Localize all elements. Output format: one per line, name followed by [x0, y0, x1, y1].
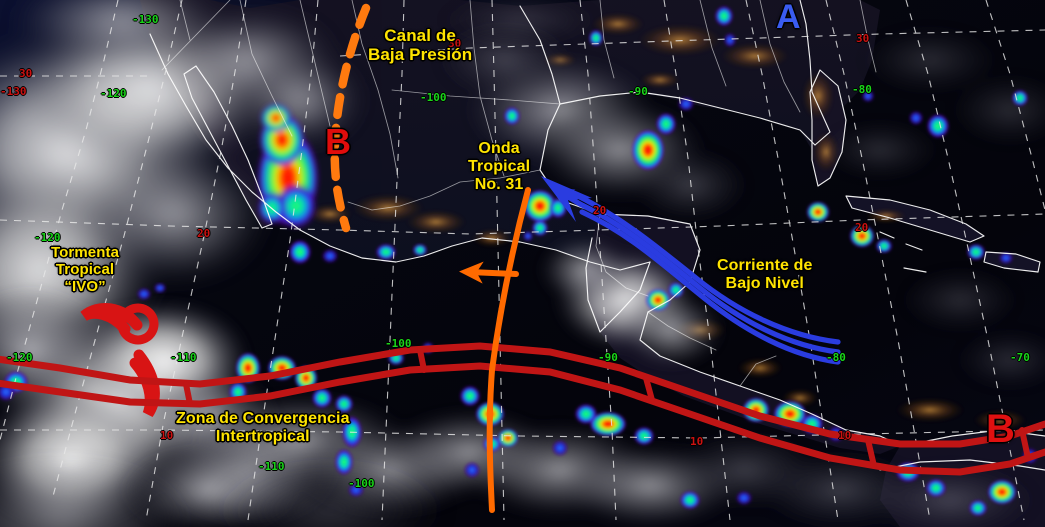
- latitude-label: 30: [856, 32, 870, 45]
- latitude-label: 10: [160, 429, 174, 442]
- longitude-label: -90: [628, 85, 648, 98]
- longitude-label: -120: [100, 87, 127, 100]
- longitude-label: -80: [852, 83, 872, 96]
- longitude-label: -100: [420, 91, 447, 104]
- longitude-label: -90: [598, 351, 618, 364]
- longitude-label: -120: [6, 351, 33, 364]
- longitude-label: -100: [385, 337, 412, 350]
- latitude-label: 20: [197, 227, 211, 240]
- latitude-label: 30: [448, 37, 462, 50]
- longitude-label: -70: [1010, 351, 1030, 364]
- low-level-jet-arrow: [551, 186, 841, 365]
- latitude-label: 10: [838, 429, 852, 442]
- tropical-wave-axis: [459, 187, 531, 513]
- longitude-label: -130: [132, 13, 159, 26]
- itcz-line: [0, 342, 1045, 476]
- longitude-label: -100: [348, 477, 375, 490]
- latitude-label: 20: [855, 221, 869, 234]
- longitude-label: -120: [34, 231, 61, 244]
- low-pressure-trough-line: [330, 3, 371, 233]
- latitude-label: -130: [0, 85, 27, 98]
- longitude-label: -110: [170, 351, 197, 364]
- longitude-label: -80: [826, 351, 846, 364]
- latitude-label: 30: [19, 67, 33, 80]
- latitude-label: 10: [690, 435, 704, 448]
- low-level-jet-arrowhead: [541, 176, 592, 222]
- longitude-label: -110: [258, 460, 285, 473]
- latitude-label: 20: [593, 204, 607, 217]
